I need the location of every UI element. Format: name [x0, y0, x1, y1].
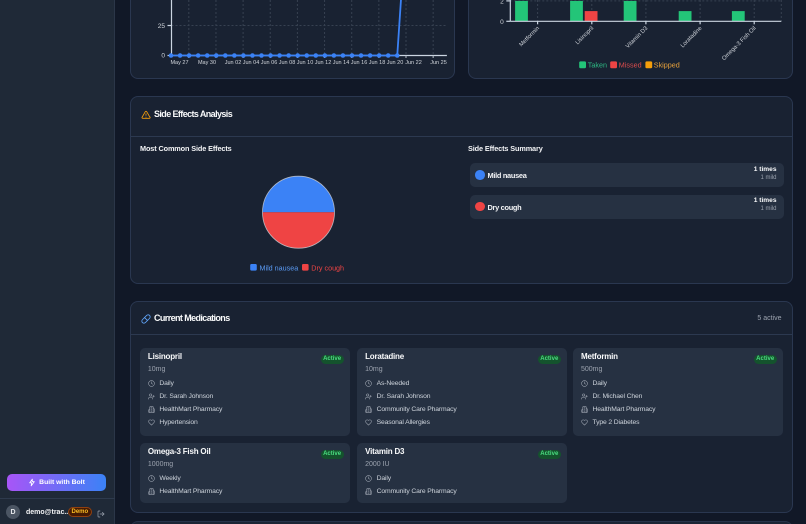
- svg-text:Taken: Taken: [587, 61, 606, 70]
- svg-text:Omega-3 Fish Oil: Omega-3 Fish Oil: [721, 26, 757, 62]
- svg-text:Jun 20: Jun 20: [386, 60, 403, 66]
- svg-text:Jun 14: Jun 14: [332, 60, 349, 66]
- svg-text:May 27: May 27: [170, 60, 188, 66]
- svg-text:Mild nausea: Mild nausea: [259, 263, 298, 272]
- svg-text:Jun 22: Jun 22: [405, 60, 422, 66]
- svg-text:0: 0: [500, 19, 504, 26]
- svg-text:Missed: Missed: [618, 61, 641, 70]
- svg-text:Jun 08: Jun 08: [278, 60, 295, 66]
- svg-text:Skipped: Skipped: [653, 61, 679, 70]
- svg-text:25: 25: [157, 23, 165, 30]
- svg-text:Jun 25: Jun 25: [430, 60, 447, 66]
- svg-text:Dry cough: Dry cough: [311, 263, 344, 272]
- svg-text:Jun 04: Jun 04: [242, 60, 259, 66]
- svg-text:0: 0: [161, 52, 165, 59]
- svg-text:2: 2: [500, 0, 504, 5]
- svg-text:Jun 12: Jun 12: [314, 60, 331, 66]
- svg-text:Lisinopril: Lisinopril: [574, 26, 594, 46]
- svg-text:Jun 16: Jun 16: [350, 60, 367, 66]
- svg-text:Jun 10: Jun 10: [296, 60, 313, 66]
- svg-text:Metformin: Metformin: [518, 26, 540, 48]
- svg-text:Jun 02: Jun 02: [224, 60, 241, 66]
- svg-text:Jun 06: Jun 06: [260, 60, 277, 66]
- svg-text:Loratadine: Loratadine: [679, 26, 703, 50]
- svg-text:May 30: May 30: [197, 60, 215, 66]
- svg-text:Vitamin D3: Vitamin D3: [625, 26, 649, 50]
- svg-text:Jun 18: Jun 18: [368, 60, 385, 66]
